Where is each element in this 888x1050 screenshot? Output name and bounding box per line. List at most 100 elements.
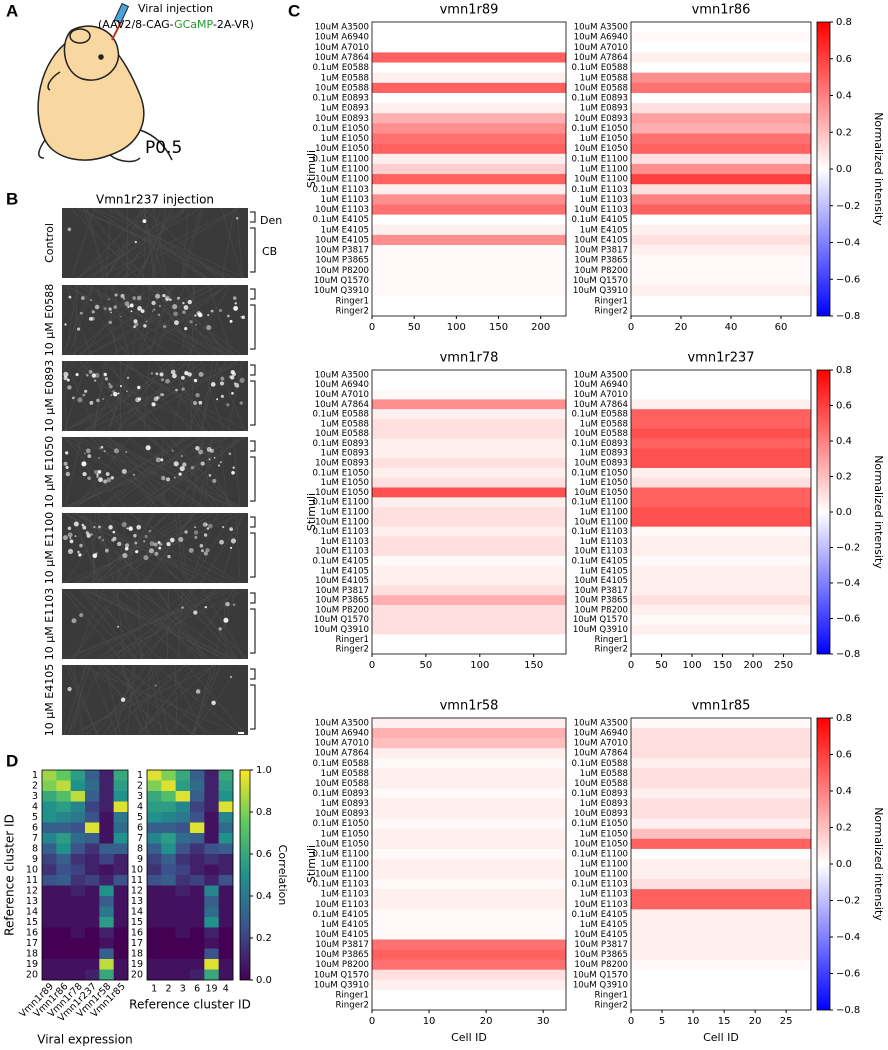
matrix-cell [161, 770, 176, 781]
image-texture [116, 360, 167, 432]
image-texture [67, 664, 91, 736]
matrix-cell [70, 801, 86, 813]
cell-spot [193, 401, 198, 406]
cell-spot [174, 320, 179, 326]
matrix-cell [147, 938, 162, 949]
row-label: 0.1uM E0893 [571, 789, 628, 799]
image-texture [65, 360, 97, 432]
row-label: 10 [131, 864, 143, 875]
cell-spot [194, 314, 197, 317]
image-texture [68, 284, 94, 356]
image-texture [81, 588, 161, 660]
row-label: 1uM E1103 [321, 537, 369, 547]
image-texture [143, 207, 219, 279]
row-label: 1uM E1103 [580, 890, 628, 900]
heatmap-row [372, 929, 566, 940]
row-label: 1uM E1050 [321, 478, 369, 488]
matrix-cell [147, 948, 162, 960]
scale-bar [238, 732, 244, 734]
row-label: 0.1uM E1100 [312, 154, 369, 164]
heatmap-row [372, 758, 566, 769]
cell-spot [182, 302, 185, 305]
matrix-cell [161, 948, 176, 960]
image-texture [76, 284, 227, 356]
cell-spot [167, 554, 171, 559]
image-texture [116, 588, 125, 660]
x-tick-label: 50 [408, 322, 421, 333]
row-label: 1uM E1100 [321, 860, 369, 870]
matrix-cell [70, 780, 86, 792]
matrix-cell [204, 927, 219, 939]
panel-title: Vmn1r237 injection [96, 193, 214, 207]
heatmap-row [631, 224, 811, 236]
image-texture [108, 360, 135, 432]
row-label: 10uM P8200 [315, 605, 369, 615]
heatmap-row [631, 848, 811, 860]
image-texture [146, 588, 196, 660]
heatmap-row [372, 72, 566, 84]
matrix-cell [175, 938, 191, 949]
image-texture [74, 284, 78, 356]
row-label: 10uM Q3910 [573, 980, 628, 990]
heatmap-row [372, 184, 566, 195]
cell-spot [89, 400, 94, 405]
image-texture [108, 360, 130, 432]
matrix-cell [218, 969, 234, 981]
image-texture [97, 512, 215, 584]
heatmap-row [372, 153, 566, 165]
colorbar [239, 769, 251, 981]
row-label: 1uM E0588 [321, 73, 369, 83]
matrix-cell [56, 938, 71, 949]
matrix-cell [175, 948, 191, 960]
matrix-cell [99, 948, 114, 960]
row-label: 4 [137, 801, 143, 812]
row-label: 10uM A7864 [315, 400, 369, 410]
cell-spot [63, 371, 69, 377]
image-texture [152, 207, 167, 279]
heatmap-row [372, 644, 566, 655]
cell-spot [122, 552, 128, 559]
row-label: 1uM E0893 [580, 104, 628, 114]
construct-gcamp: GCaMP [174, 18, 213, 31]
image-texture [100, 664, 194, 736]
cell-spot [125, 451, 128, 453]
cell-spot [206, 325, 212, 331]
panel-letter: A [6, 1, 18, 20]
image-texture [81, 588, 227, 660]
image-texture [67, 284, 174, 356]
condition-label: 10 μM E1100 [43, 512, 56, 584]
cell-spot [103, 307, 107, 311]
row-label: 16 [26, 927, 38, 938]
image-texture [227, 360, 243, 432]
row-label: 0.1uM E1100 [571, 849, 628, 859]
image-texture [85, 588, 233, 660]
image-texture [82, 284, 138, 356]
image-texture [136, 207, 175, 279]
matrix-cell [85, 875, 100, 886]
matrix-cell [161, 906, 176, 918]
row-label: 10uM E1100 [574, 870, 628, 880]
matrix-cell [70, 885, 86, 897]
row-label: 4 [32, 801, 38, 812]
matrix-cell [99, 822, 114, 834]
row-label: 0.1uM E4105 [571, 910, 628, 920]
cell-spot [158, 304, 162, 308]
image-texture [79, 360, 155, 432]
heatmap-row [631, 163, 811, 175]
condition-label: 10 μM E1050 [43, 436, 56, 508]
row-label: 7 [137, 833, 143, 844]
matrix-cell [85, 780, 100, 792]
matrix-cell [56, 854, 71, 865]
cell-spot [79, 613, 84, 618]
matrix-cell [70, 917, 86, 928]
heatmap-row [631, 92, 811, 104]
image-texture [118, 588, 205, 660]
image-texture [126, 512, 142, 584]
row-label: 10uM E4105 [315, 930, 369, 940]
heatmap-row [631, 929, 811, 940]
row-label: 5 [32, 812, 38, 823]
heatmap-row [631, 418, 811, 430]
row-label: 1uM E1050 [321, 829, 369, 839]
cell-spot [171, 373, 177, 379]
heatmap-row [372, 788, 566, 799]
